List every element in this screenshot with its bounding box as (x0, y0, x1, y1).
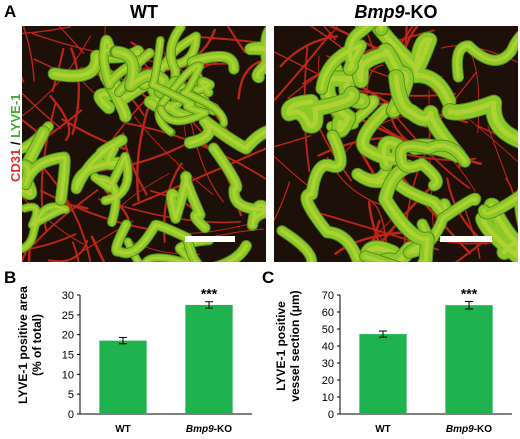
panel-b-letter: B (4, 268, 17, 287)
y-tick-label: 10 (62, 369, 74, 381)
bar (445, 305, 493, 414)
ko-title-gene: Bmp9 (354, 2, 405, 22)
lyve1-vessels (276, 26, 518, 262)
x-tick-label: WT (375, 424, 391, 435)
y-tick-label: 30 (322, 358, 334, 370)
significance-label: *** (461, 285, 478, 301)
significance-label: *** (201, 286, 218, 302)
bar (99, 340, 147, 414)
y-tick-label: 20 (62, 330, 74, 342)
chart-b: 0 5 10 15 20 25 30 WT *** Bmp9-KO (62, 286, 252, 435)
x-tick-label: WT (115, 424, 131, 435)
y-tick-label: 60 (322, 307, 334, 319)
micrograph-ko (274, 26, 518, 262)
x-tick-label: Bmp9-KO (186, 424, 232, 435)
y-tick-label: 15 (62, 350, 74, 362)
micrograph-wt (22, 26, 266, 262)
y-tick-label: 20 (322, 375, 334, 387)
y-tick-label: 5 (68, 389, 74, 401)
scale-bar-ko (440, 236, 492, 242)
y-tick-label: 0 (68, 409, 74, 421)
panel-c-letter: C (262, 268, 275, 287)
ko-title: Bmp9-KO (274, 2, 518, 23)
chart-c: 0 10 20 30 40 50 60 70 WT *** Bmp9-KO (322, 285, 512, 435)
panel-a-letter: A (4, 2, 17, 21)
y-tick-label: 50 (322, 324, 334, 336)
scale-bar-wt (185, 236, 235, 242)
ko-title-suffix: -KO (404, 2, 438, 22)
micrograph-ko-image (274, 26, 518, 262)
y-tick-label: 0 (328, 409, 334, 421)
y-tick-label: 30 (62, 290, 74, 302)
micrograph-wt-image (22, 26, 266, 262)
y-tick-label: 10 (322, 392, 334, 404)
y-tick-label: 25 (62, 310, 74, 322)
y-tick-label: 40 (322, 341, 334, 353)
wt-title: WT (130, 2, 158, 22)
x-tick-label: Bmp9-KO (446, 424, 492, 435)
bar (185, 304, 233, 414)
lyve1-vessels (22, 26, 266, 262)
y-tick-label: 70 (322, 290, 334, 302)
bar (359, 334, 407, 414)
